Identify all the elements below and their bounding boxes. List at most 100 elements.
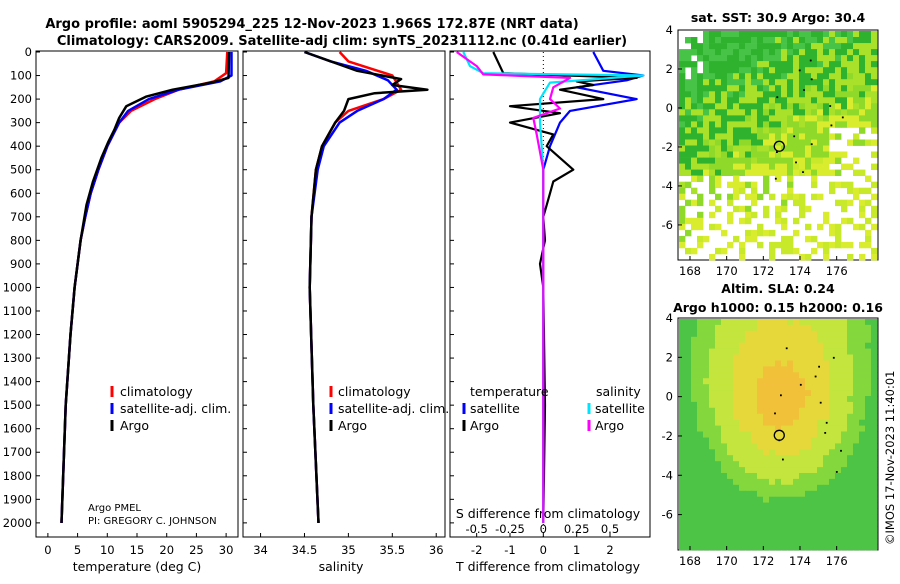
- map-cell: [817, 163, 824, 170]
- map-cell: [865, 324, 872, 332]
- map-cell: [709, 473, 716, 480]
- map-cell: [733, 508, 740, 515]
- map-cell: [841, 544, 848, 551]
- map-cell: [775, 139, 782, 146]
- map-cell: [805, 372, 812, 379]
- map-cell: [685, 467, 692, 474]
- map-cell: [823, 461, 830, 468]
- map-cell: [781, 348, 788, 355]
- map-cell: [853, 193, 860, 201]
- island-dot: [830, 124, 833, 127]
- map-cell: [811, 330, 818, 338]
- map-cell: [799, 419, 806, 426]
- map-cell: [745, 145, 752, 152]
- depth-tick-label: 1400: [3, 375, 32, 389]
- map-x-tick-label: 170: [716, 554, 738, 568]
- map-cell: [829, 91, 836, 98]
- map-cell: [679, 413, 686, 421]
- map-cell: [697, 91, 704, 98]
- map-cell: [823, 133, 830, 140]
- map-cell: [817, 324, 824, 332]
- map-cell: [841, 205, 848, 213]
- map-cell: [769, 467, 776, 474]
- map-cell: [679, 85, 686, 92]
- map-cell: [811, 43, 818, 50]
- map-cell: [859, 348, 866, 355]
- map-cell: [691, 336, 698, 344]
- map-cell: [859, 419, 866, 426]
- map-cell: [751, 169, 758, 176]
- map-cell: [715, 324, 722, 332]
- map-cell: [793, 330, 800, 338]
- map-cell: [691, 413, 698, 421]
- depth-tick-label: 1200: [3, 328, 32, 342]
- map-cell: [841, 384, 848, 391]
- series-argo: [304, 50, 429, 523]
- map-cell: [727, 348, 734, 355]
- map-cell: [745, 526, 752, 533]
- map-cell: [805, 478, 812, 486]
- map-cell: [799, 538, 806, 545]
- map-cell: [805, 514, 812, 521]
- map-cell: [823, 247, 830, 255]
- map-cell: [709, 425, 716, 432]
- map-cell: [757, 431, 764, 438]
- map-cell: [811, 478, 818, 486]
- map-cell: [679, 478, 686, 486]
- map-cell: [835, 67, 842, 74]
- difference-legend: temperature satellite Argo salinity sate…: [462, 384, 645, 433]
- map-cell: [859, 121, 866, 128]
- map-cell: [859, 254, 866, 261]
- map-y-tick-label: -2: [662, 429, 673, 443]
- map-cell: [859, 241, 866, 249]
- map-cell: [829, 330, 836, 338]
- map-cell: [823, 484, 830, 492]
- map-cell: [727, 330, 734, 338]
- depth-tick-label: 1700: [3, 445, 32, 459]
- map-cell: [865, 43, 872, 50]
- map-cell: [697, 449, 704, 456]
- map-cell: [739, 55, 746, 62]
- depth-tick-label: 500: [10, 163, 32, 177]
- map-cell: [709, 127, 716, 134]
- map-cell: [685, 455, 692, 462]
- map-cell: [703, 43, 710, 50]
- difference-xlabel-top: S difference from climatology: [456, 506, 641, 521]
- map-cell: [745, 407, 752, 415]
- map-cell: [697, 115, 704, 122]
- map-cell: [709, 478, 716, 486]
- map-cell: [859, 431, 866, 438]
- map-cell: [751, 413, 758, 421]
- map-cell: [841, 163, 848, 170]
- map-cell: [715, 73, 722, 80]
- map-cell: [757, 544, 764, 551]
- map-cell: [715, 127, 722, 134]
- map-cell: [817, 526, 824, 533]
- map-cell: [781, 384, 788, 391]
- map-cell: [733, 151, 740, 158]
- map-cell: [793, 217, 800, 225]
- map-cell: [865, 502, 872, 509]
- map-cell: [871, 254, 878, 261]
- map-cell: [745, 211, 752, 219]
- map-cell: [775, 205, 782, 213]
- map-cell: [769, 73, 776, 80]
- map-cell: [805, 413, 812, 421]
- map-cell: [751, 342, 758, 349]
- map-cell: [709, 49, 716, 56]
- map-cell: [841, 490, 848, 498]
- map-cell: [793, 193, 800, 201]
- map-cell: [769, 443, 776, 450]
- map-cell: [793, 163, 800, 170]
- map-cell: [709, 109, 716, 116]
- map-cell: [829, 407, 836, 415]
- map-cell: [763, 79, 770, 86]
- map-cell: [835, 348, 842, 355]
- sst-map-cells: [679, 31, 878, 261]
- map-cell: [739, 544, 746, 551]
- map-cell: [763, 97, 770, 104]
- map-cell: [799, 413, 806, 421]
- map-cell: [865, 532, 872, 539]
- map-cell: [757, 324, 764, 332]
- map-cell: [739, 431, 746, 438]
